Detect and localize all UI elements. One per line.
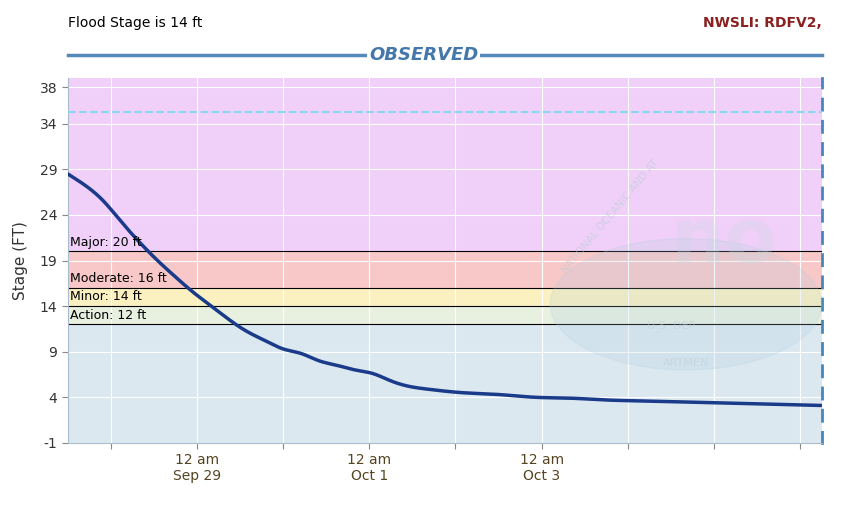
Bar: [68, 306, 822, 324]
Text: Action: 12 ft: Action: 12 ft: [69, 308, 146, 321]
Text: U.S. DEP: U.S. DEP: [647, 321, 695, 331]
Text: Flood Stage is 14 ft: Flood Stage is 14 ft: [68, 16, 202, 30]
Circle shape: [551, 239, 822, 370]
Bar: [68, 288, 822, 306]
Text: Major: 20 ft: Major: 20 ft: [69, 235, 141, 249]
Text: Minor: 14 ft: Minor: 14 ft: [69, 290, 141, 303]
Text: Moderate: 16 ft: Moderate: 16 ft: [69, 272, 166, 285]
Text: OBSERVED: OBSERVED: [369, 46, 478, 64]
Y-axis label: Stage (FT): Stage (FT): [14, 221, 29, 300]
Text: ARTMEN: ARTMEN: [662, 357, 709, 368]
Bar: [68, 252, 822, 288]
Bar: [68, 33, 822, 252]
Text: no: no: [670, 205, 777, 279]
Text: NATIONAL OCEANIC AND AT: NATIONAL OCEANIC AND AT: [560, 158, 661, 276]
Text: NWSLI: RDFV2,: NWSLI: RDFV2,: [703, 16, 822, 30]
